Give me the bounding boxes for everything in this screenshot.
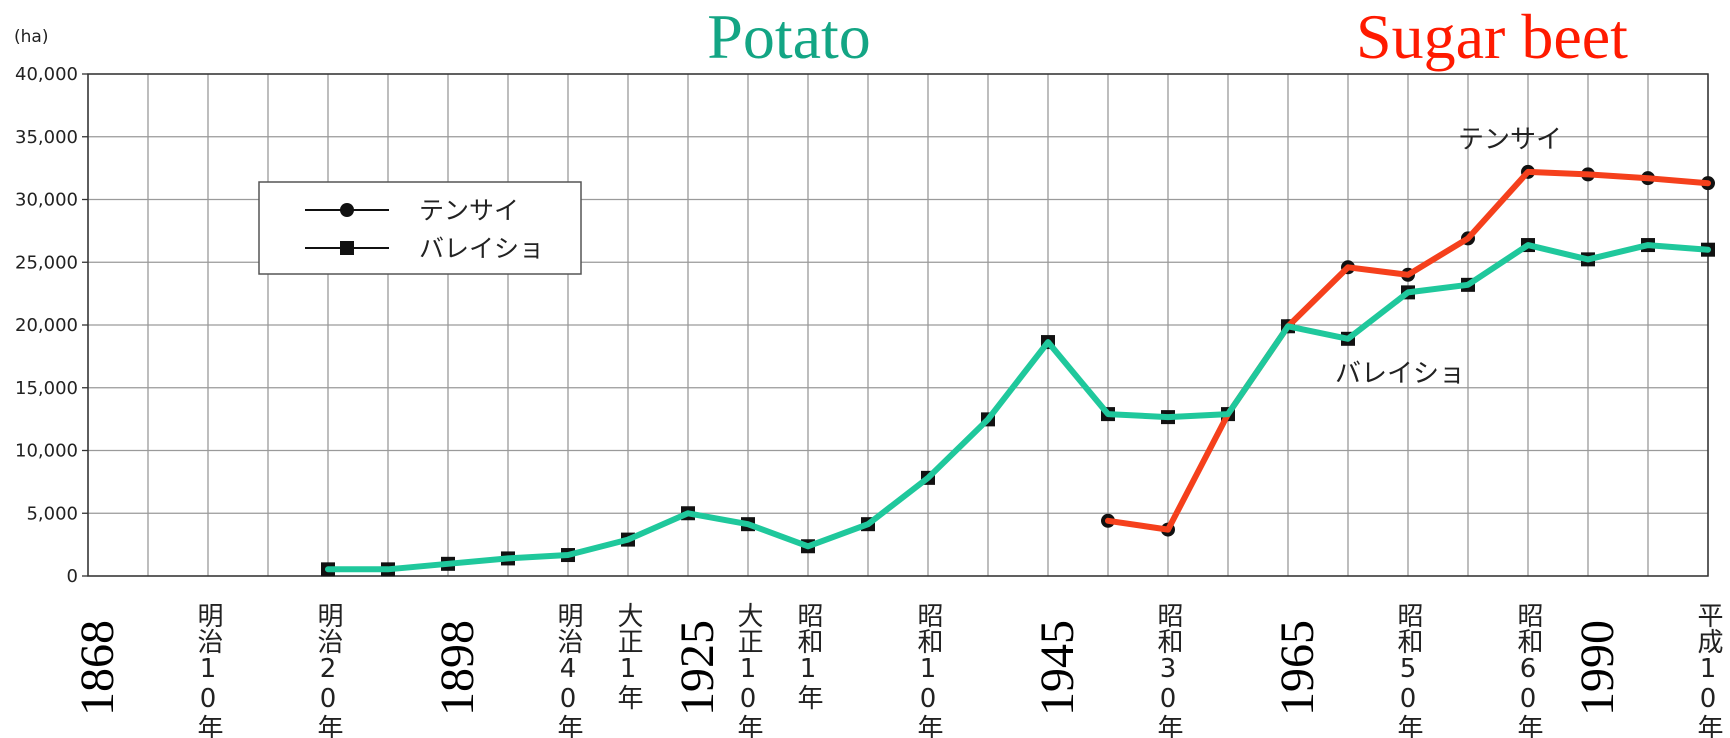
year-label: 1945 [1031,620,1084,716]
y-tick-label: 30,000 [15,190,78,211]
x-tick-label: 昭和60年 [1513,602,1543,738]
x-tick-label: 昭和50年 [1393,602,1423,738]
y-tick-label: 25,000 [15,252,78,273]
legend-box [258,181,582,275]
year-label-bg [434,600,486,736]
annotation: テンサイ [1458,125,1562,155]
series-highlight [325,242,1711,573]
legend-label: テンサイ [419,196,519,225]
x-tick-label: 昭和30年 [1153,602,1183,738]
year-label-bg [674,600,726,736]
x-tick-label: 昭和10年 [913,602,943,738]
plot-frame [87,73,1709,577]
annotation: バレイショ [1335,359,1465,389]
year-label-bg [1274,600,1326,736]
y-tick-label: 10,000 [15,441,78,462]
chart-subtitle: Sugar beet [1356,1,1628,72]
legend-marker [340,241,354,255]
year-label-bg [74,600,126,736]
y-axis-label: (ha) [14,27,48,47]
x-tick-label: 大正1年 [613,602,643,710]
year-label: 1965 [1271,620,1324,716]
x-tick-label: 昭和1年 [793,602,823,710]
year-label-bg [1574,600,1626,736]
x-tick-label: 明治20年 [313,602,343,738]
y-tick-label: 40,000 [15,64,78,85]
year-label: 1925 [671,620,724,716]
year-label: 1898 [431,620,484,716]
x-tick-label: 明治10年 [193,602,223,738]
year-label-bg [1034,600,1086,736]
x-tick-label: 明治40年 [553,602,583,738]
y-tick-label: 35,000 [15,127,78,148]
y-tick-label: 5,000 [26,503,78,524]
y-tick-label: 20,000 [15,315,78,336]
year-label: 1990 [1571,620,1624,716]
y-tick-label: 15,000 [15,378,78,399]
legend-marker [340,203,354,217]
x-tick-label: 平成10年 [1693,602,1723,738]
y-tick-label: 0 [67,566,78,587]
chart-title: Potato [707,1,871,72]
year-label: 1868 [71,620,124,716]
x-tick-label: 大正10年 [733,602,763,738]
legend-label: バレイショ [419,234,544,263]
series-highlight [1105,168,1711,533]
